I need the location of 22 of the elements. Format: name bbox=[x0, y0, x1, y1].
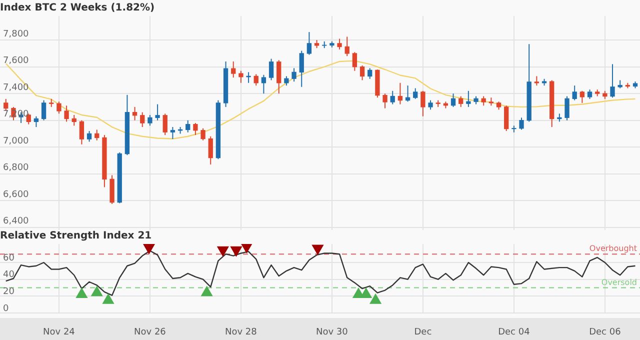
x-tick-label: Dec 06 bbox=[589, 328, 622, 338]
x-tick-label: Nov 30 bbox=[316, 328, 348, 338]
ref-line-label: Overbought bbox=[589, 244, 637, 254]
y-tick-label: 7,600 bbox=[3, 56, 30, 66]
x-tick-label: Nov 28 bbox=[225, 328, 258, 338]
y-tick-label: 7,800 bbox=[3, 29, 30, 40]
y-tick-label: 6,600 bbox=[3, 190, 30, 200]
chart-title: Index BTC 2 Weeks (1.82%) bbox=[0, 2, 155, 14]
y-tick-label: 0 bbox=[3, 304, 9, 314]
chart-title: Relative Strength Index 21 bbox=[0, 230, 152, 242]
y-tick-label: 40 bbox=[3, 270, 15, 280]
y-tick-label: 6,400 bbox=[3, 216, 30, 227]
y-tick-label: 7,400 bbox=[3, 82, 30, 93]
x-tick-label: Nov 24 bbox=[43, 328, 76, 338]
x-tick-label: Dec 04 bbox=[498, 328, 530, 338]
y-tick-label: 60 bbox=[3, 253, 15, 264]
y-tick-label: 7,000 bbox=[3, 136, 30, 146]
y-tick-label: 6,800 bbox=[3, 163, 30, 174]
x-tick-label: Nov 26 bbox=[134, 328, 166, 338]
ref-line-label: Oversold bbox=[601, 278, 637, 287]
x-tick-label: Dec bbox=[414, 328, 432, 338]
y-tick-label: 20 bbox=[3, 287, 15, 298]
